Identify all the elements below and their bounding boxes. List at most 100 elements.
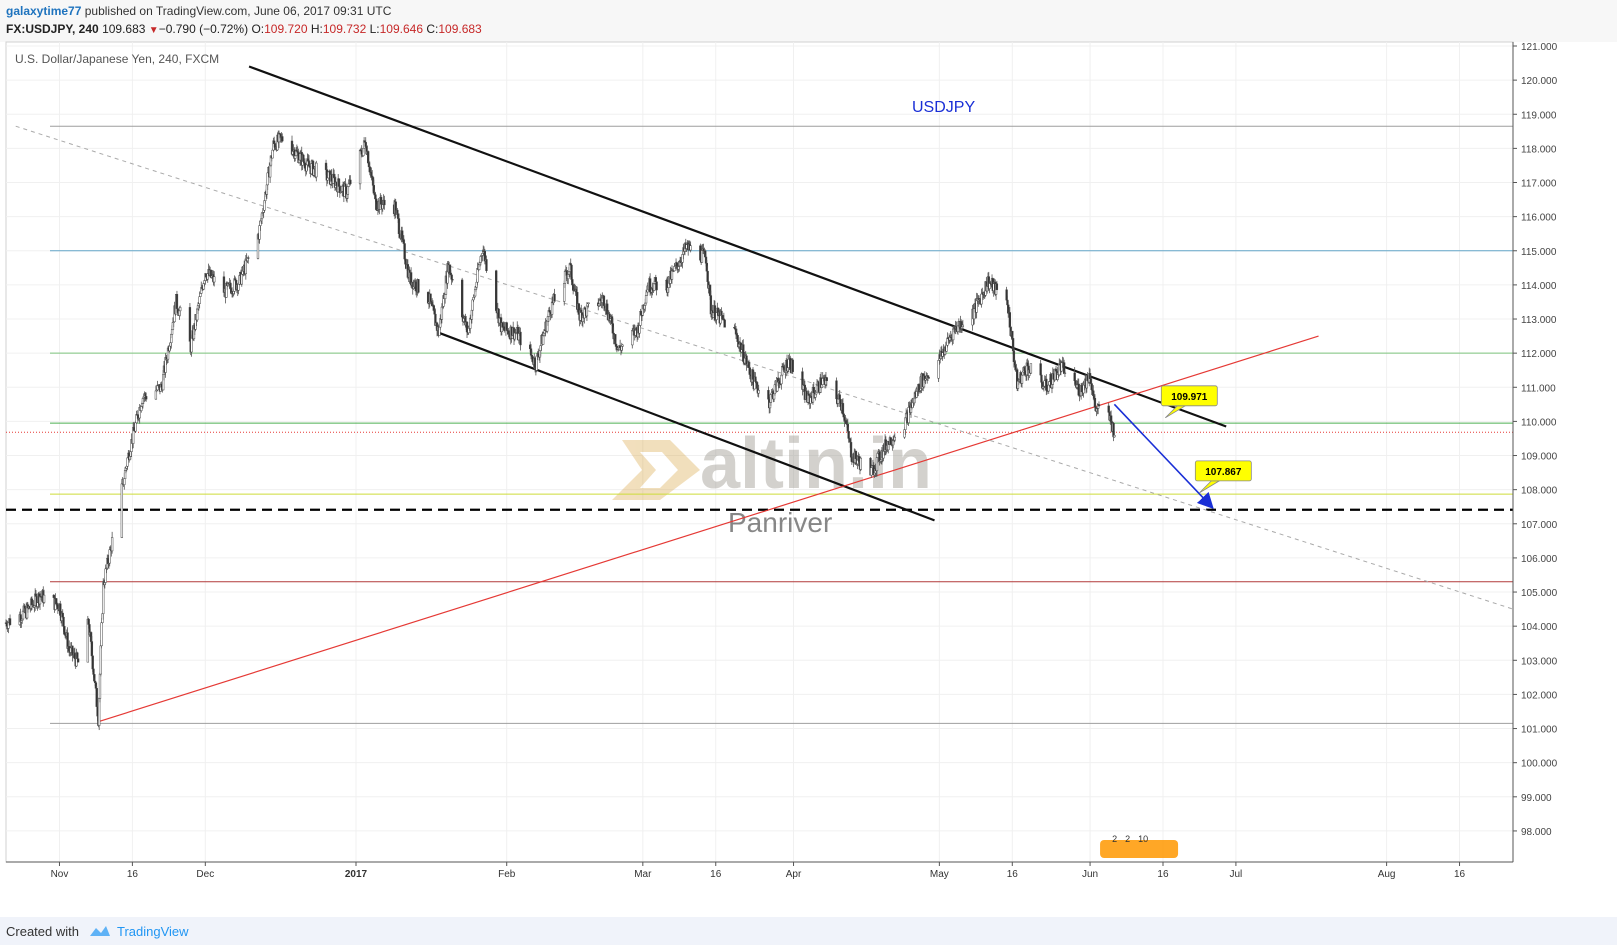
candle-body	[980, 293, 983, 305]
candle-body	[961, 324, 965, 328]
low-value: 109.646	[379, 22, 423, 36]
candle-body	[213, 276, 216, 283]
chart-grid	[5, 41, 1514, 863]
candle-body	[349, 179, 352, 185]
symbol-interval[interactable]: FX:USDJPY, 240	[6, 22, 99, 36]
candle-body	[553, 294, 556, 302]
trendline-channel-bottom	[438, 331, 935, 522]
time-tick-label: May	[930, 869, 949, 880]
candle-body	[893, 436, 896, 441]
price-axis[interactable]: 121.000 120.000 119.000 118.000 117.000 116.0…	[1512, 42, 1617, 862]
price-callout: 109.971	[1160, 385, 1218, 419]
candle-body	[1063, 372, 1067, 374]
candle-body	[432, 305, 435, 311]
projection-arrow	[1113, 403, 1214, 510]
candle-body	[170, 329, 174, 335]
candle-body	[240, 274, 243, 285]
candle-body	[757, 390, 760, 394]
price-tick-label: 112.000	[1521, 349, 1557, 360]
event-flags[interactable]: 2 2 10	[1100, 834, 1179, 858]
candle-body	[76, 658, 80, 663]
candle-body	[198, 296, 201, 304]
candle-body	[621, 344, 624, 347]
candle-body	[995, 283, 999, 291]
candle-body	[927, 377, 930, 379]
candle-body	[100, 622, 103, 647]
time-tick-label: Jul	[1230, 869, 1243, 880]
chart-header: galaxytime77 published on TradingView.co…	[0, 0, 1617, 42]
time-tick-label: Aug	[1378, 869, 1396, 880]
candle-body	[519, 331, 522, 346]
high-value: 109.732	[322, 22, 367, 36]
candle-body	[315, 162, 318, 178]
price-tick-label: 118.000	[1521, 144, 1557, 155]
candle-body	[63, 626, 66, 635]
time-tick-label: Mar	[634, 869, 652, 880]
tradingview-link[interactable]: TradingView	[117, 924, 189, 939]
close-label: C:	[426, 22, 439, 36]
candle-body	[179, 307, 182, 312]
candle-body	[190, 337, 193, 353]
price-tick-label: 110.000	[1521, 417, 1557, 428]
candle-body	[134, 422, 137, 432]
price-tick-label: 103.000	[1521, 656, 1558, 667]
candle-body	[1054, 368, 1058, 372]
publish-text: published on TradingView.com, June 06, 2…	[81, 4, 392, 18]
publisher-link[interactable]: galaxytime77	[6, 4, 82, 18]
price-tick-label: 109.000	[1521, 452, 1558, 463]
trendline-dashed-mid	[15, 125, 1514, 610]
event-flags-icon	[1100, 840, 1179, 858]
candle-body	[55, 598, 58, 605]
price-tick-label: 104.000	[1521, 622, 1558, 633]
price-tick-label: 120.000	[1521, 76, 1558, 87]
candles	[4, 130, 1116, 731]
candle-body	[62, 616, 65, 627]
time-tick-label: 16	[1157, 869, 1169, 880]
candle-body	[140, 406, 143, 411]
event-flag-count: 2	[1125, 834, 1130, 844]
horizontal-levels	[6, 125, 1513, 724]
trendline-rising-support	[98, 335, 1319, 723]
price-tick-label: 100.000	[1521, 759, 1558, 770]
time-tick-label: 16	[127, 869, 139, 880]
open-value: 109.720	[264, 22, 308, 36]
candle-body	[723, 319, 726, 328]
candle-body	[337, 178, 341, 187]
candle-body	[1113, 435, 1116, 438]
candle-body	[417, 279, 420, 293]
price-tick-label: 113.000	[1521, 315, 1557, 326]
candle-body	[1008, 312, 1012, 328]
candle-body	[108, 549, 111, 564]
altin-logo-icon	[612, 440, 700, 500]
candle-body	[767, 390, 770, 400]
candle-body	[706, 270, 709, 282]
candle-body	[1029, 363, 1033, 374]
price-tick-label: 111.000	[1521, 383, 1556, 394]
price-tick-label: 106.000	[1521, 554, 1558, 565]
time-tick-label: 16	[710, 869, 722, 880]
candle-body	[870, 467, 873, 476]
candle-body	[675, 262, 679, 267]
candle-body	[644, 295, 648, 304]
high-label: H:	[310, 22, 323, 36]
time-tick-label: Dec	[196, 869, 214, 880]
candle-body	[175, 294, 179, 309]
price-tick-label: 102.000	[1521, 690, 1558, 701]
price-change: −0.790 (−0.72%)	[158, 22, 249, 36]
created-with-label: Created with	[6, 924, 79, 939]
candle-body	[495, 270, 498, 311]
low-label: L:	[369, 22, 380, 36]
time-tick-label: Jun	[1082, 869, 1098, 880]
candle-body	[98, 673, 102, 699]
time-tick-label: 16	[1007, 869, 1019, 880]
time-tick-label: Feb	[498, 869, 516, 880]
candle-body	[110, 537, 114, 552]
price-chart[interactable]: altin.in Panriver 109.971107.867109.6833…	[0, 0, 1617, 917]
candle-body	[247, 257, 250, 259]
candle-body	[1077, 383, 1080, 396]
tradingview-logo-icon[interactable]	[88, 923, 112, 939]
candle-body	[505, 322, 508, 331]
time-axis[interactable]: Nov 16 Dec 2017 Feb Mar 16 Apr May 16 Jun 16 Jul Aug 1…	[6, 861, 1513, 880]
candle-body	[8, 618, 12, 625]
candle-body	[326, 177, 329, 181]
